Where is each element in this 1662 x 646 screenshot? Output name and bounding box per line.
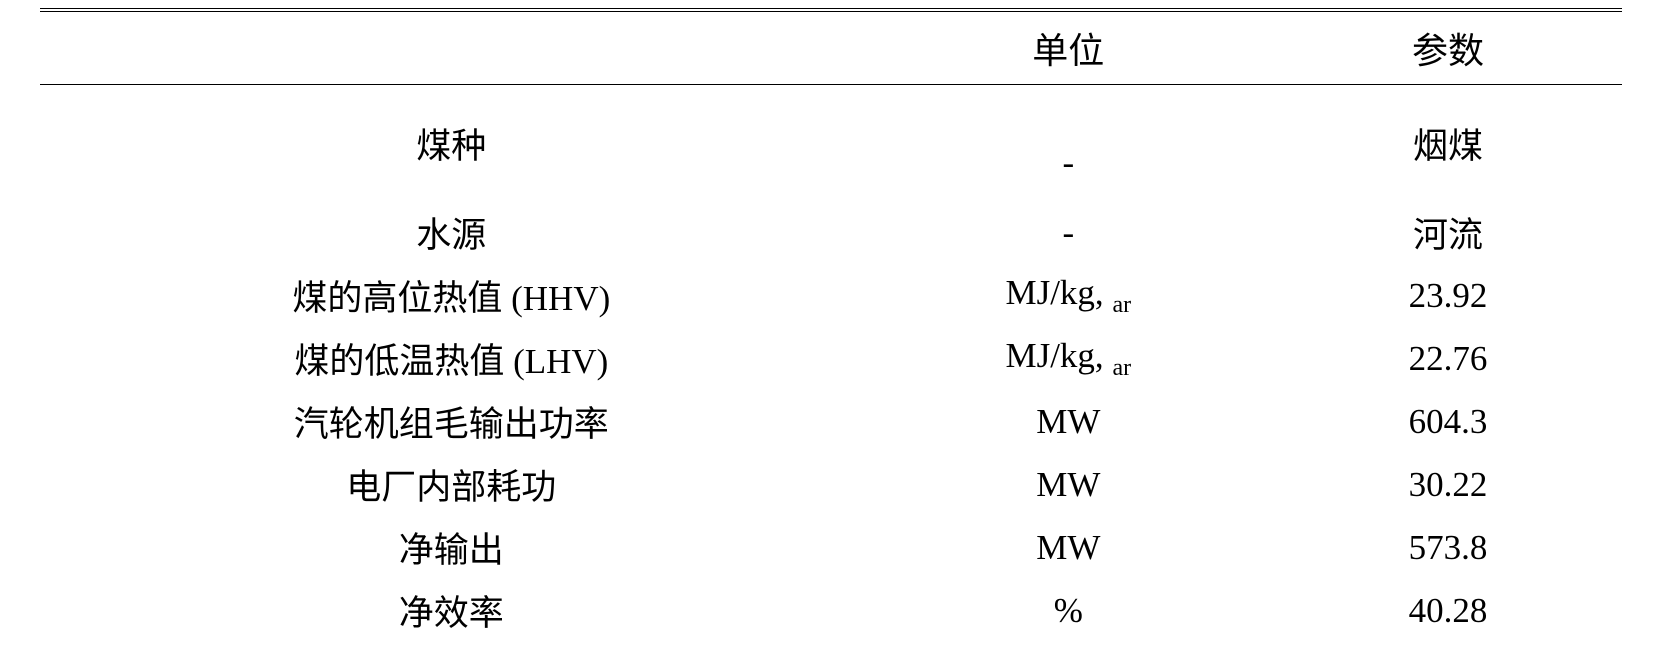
- row-name-cell: 煤的高位热值 (HHV): [40, 270, 863, 321]
- table-row: 水源 - 河流: [40, 201, 1622, 264]
- row-name-cell: 煤种: [40, 118, 863, 169]
- unit-prefix: MJ/kg,: [1005, 336, 1112, 375]
- table-row: 煤的高位热值 (HHV) MJ/kg, ar 23.92: [40, 264, 1622, 327]
- row-unit-cell: MW: [863, 402, 1274, 442]
- row-value-cell: 23.92: [1274, 276, 1622, 316]
- table-row: 煤种 - 烟煤: [40, 85, 1622, 201]
- row-name-cell: 电厂内部耗功: [40, 459, 863, 510]
- row-name-cell: 煤的低温热值 (LHV): [40, 333, 863, 384]
- row-unit-cell: -: [863, 103, 1274, 183]
- unit-text: -: [1062, 143, 1074, 182]
- parameters-table: 单位 参数 煤种 - 烟煤 水源 - 河流 煤的高位热值 (HHV) MJ/kg…: [40, 8, 1622, 642]
- row-name-cell: 净效率: [40, 585, 863, 636]
- header-name-cell: [40, 22, 863, 74]
- row-unit-cell: MW: [863, 465, 1274, 505]
- unit-subscript: ar: [1112, 355, 1131, 381]
- row-unit-cell: MJ/kg, ar: [863, 336, 1274, 382]
- table-row: 电厂内部耗功 MW 30.22: [40, 453, 1622, 516]
- row-value-cell: 烟煤: [1274, 118, 1622, 169]
- table-row: 汽轮机组毛输出功率 MW 604.3: [40, 390, 1622, 453]
- row-name-cell: 净输出: [40, 522, 863, 573]
- row-value-cell: 河流: [1274, 207, 1622, 258]
- header-value-cell: 参数: [1274, 22, 1622, 74]
- row-unit-cell: %: [863, 591, 1274, 631]
- table-header-row: 单位 参数: [40, 8, 1622, 85]
- unit-prefix: MJ/kg,: [1005, 273, 1112, 312]
- row-name-cell: 水源: [40, 207, 863, 258]
- row-unit-cell: MW: [863, 528, 1274, 568]
- row-name-cell: 汽轮机组毛输出功率: [40, 396, 863, 447]
- row-value-cell: 604.3: [1274, 402, 1622, 442]
- row-value-cell: 22.76: [1274, 339, 1622, 379]
- unit-subscript: ar: [1112, 292, 1131, 318]
- row-value-cell: 573.8: [1274, 528, 1622, 568]
- row-value-cell: 40.28: [1274, 591, 1622, 631]
- row-unit-cell: -: [863, 213, 1274, 253]
- row-unit-cell: MJ/kg, ar: [863, 273, 1274, 319]
- table-row: 煤的低温热值 (LHV) MJ/kg, ar 22.76: [40, 327, 1622, 390]
- header-unit-cell: 单位: [863, 22, 1274, 74]
- row-value-cell: 30.22: [1274, 465, 1622, 505]
- table-row: 净输出 MW 573.8: [40, 516, 1622, 579]
- table-row: 净效率 % 40.28: [40, 579, 1622, 642]
